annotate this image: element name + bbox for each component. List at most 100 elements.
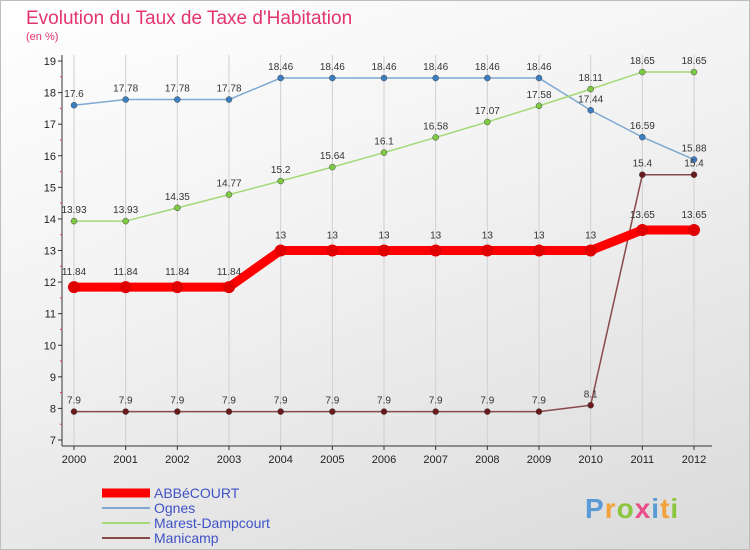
series-point [380,74,388,82]
data-label: 7.9 [325,396,339,407]
series-point [533,244,545,257]
series-point [380,408,388,415]
data-label: 13 [378,231,390,242]
logo-letter: r [605,493,617,524]
data-label: 16.59 [630,121,655,132]
series-point [119,281,132,294]
data-label: 11.84 [114,267,139,278]
logo-letter: x [635,493,652,524]
data-label: 17.07 [475,106,500,117]
x-tick-label: 2008 [475,454,499,466]
series-point [690,156,698,163]
series-point [378,244,390,257]
data-label: 7.9 [429,396,443,407]
series-point [636,223,649,236]
series-point [639,68,646,76]
x-tick-label: 2000 [62,454,86,466]
data-label: 16.58 [423,121,448,132]
x-tick-label: 2003 [217,454,241,466]
data-label: 18.11 [579,73,604,84]
data-label: 14.35 [165,192,190,203]
data-label: 7.9 [119,396,133,407]
data-label: 13 [533,231,545,242]
data-label: 18.46 [423,62,448,73]
series-point [225,96,233,103]
data-label: 13 [327,231,339,242]
data-label: 15.88 [681,144,706,155]
y-tick-label: 17 [44,119,56,131]
data-label: 17.78 [113,84,138,95]
logo-text: Proxiti [585,493,679,524]
series-point [174,96,181,103]
series-point [535,102,543,110]
series-point [380,149,388,156]
series-point [639,133,646,141]
series-point [688,223,700,236]
data-label: 18.46 [320,62,345,73]
series-point [329,163,336,171]
legend-label: ABBéCOURT [154,485,240,501]
series-point [122,217,129,225]
data-label: 17.78 [165,84,190,95]
chart-subtitle: (en %) [26,31,58,43]
series-point [122,96,129,103]
series-point [329,74,336,82]
data-label: 18.65 [630,56,655,67]
logo-letter: i [651,493,660,524]
series-point [484,408,491,415]
series-point [432,74,439,82]
data-label: 11.84 [62,267,87,278]
x-tick-label: 2002 [165,454,189,466]
data-label: 7.9 [170,396,184,407]
series-point [277,177,284,185]
y-tick-label: 7 [50,435,56,447]
series-point [639,171,646,178]
y-tick-label: 9 [50,372,56,384]
series-point [329,408,336,415]
x-tick-label: 2011 [631,454,655,466]
x-tick-label: 2009 [527,454,551,466]
series-point [70,101,78,109]
data-label: 13 [585,231,597,242]
y-tick-label: 10 [44,340,56,352]
series-point [584,244,597,257]
series-group [68,68,700,415]
data-label: 11.84 [165,267,190,278]
data-label: 18.46 [526,62,551,73]
data-label: 13.65 [681,210,706,221]
series-point [484,118,491,126]
series-point [277,74,284,82]
x-tick-label: 2007 [423,454,447,466]
data-labels: 11.84 11.84 11.84 11.84 13 13 13 13 13 13 13 13.65 1… [61,56,706,407]
data-label: 17.44 [578,94,603,105]
x-tick-label: 2010 [578,454,602,466]
data-label: 16.1 [374,137,394,148]
data-label: 18.46 [475,62,500,73]
x-tick-label: 2006 [372,454,396,466]
data-label: 15.64 [320,151,345,162]
series-point [690,68,698,76]
x-tick-label: 2001 [113,454,137,466]
data-label: 15.2 [271,165,291,176]
x-tick-label: 2004 [268,454,292,466]
series-point [481,244,494,257]
data-label: 8.1 [584,389,598,400]
series-point [535,408,543,415]
legend-label: Ognes [154,500,195,516]
series-point [429,244,442,257]
series-point [174,204,181,212]
logo-letter: i [670,493,679,524]
data-label: 7.9 [480,396,494,407]
data-label: 13 [482,231,494,242]
series-point [277,408,284,415]
y-tick-label: 13 [44,246,56,258]
data-label: 17.58 [526,90,551,101]
data-label: 13.93 [61,205,86,216]
y-tick-label: 16 [44,151,56,163]
series-point [171,281,184,294]
series-point [174,408,181,415]
series-point [225,191,233,198]
legend-label: Marest-Dampcourt [154,515,270,531]
